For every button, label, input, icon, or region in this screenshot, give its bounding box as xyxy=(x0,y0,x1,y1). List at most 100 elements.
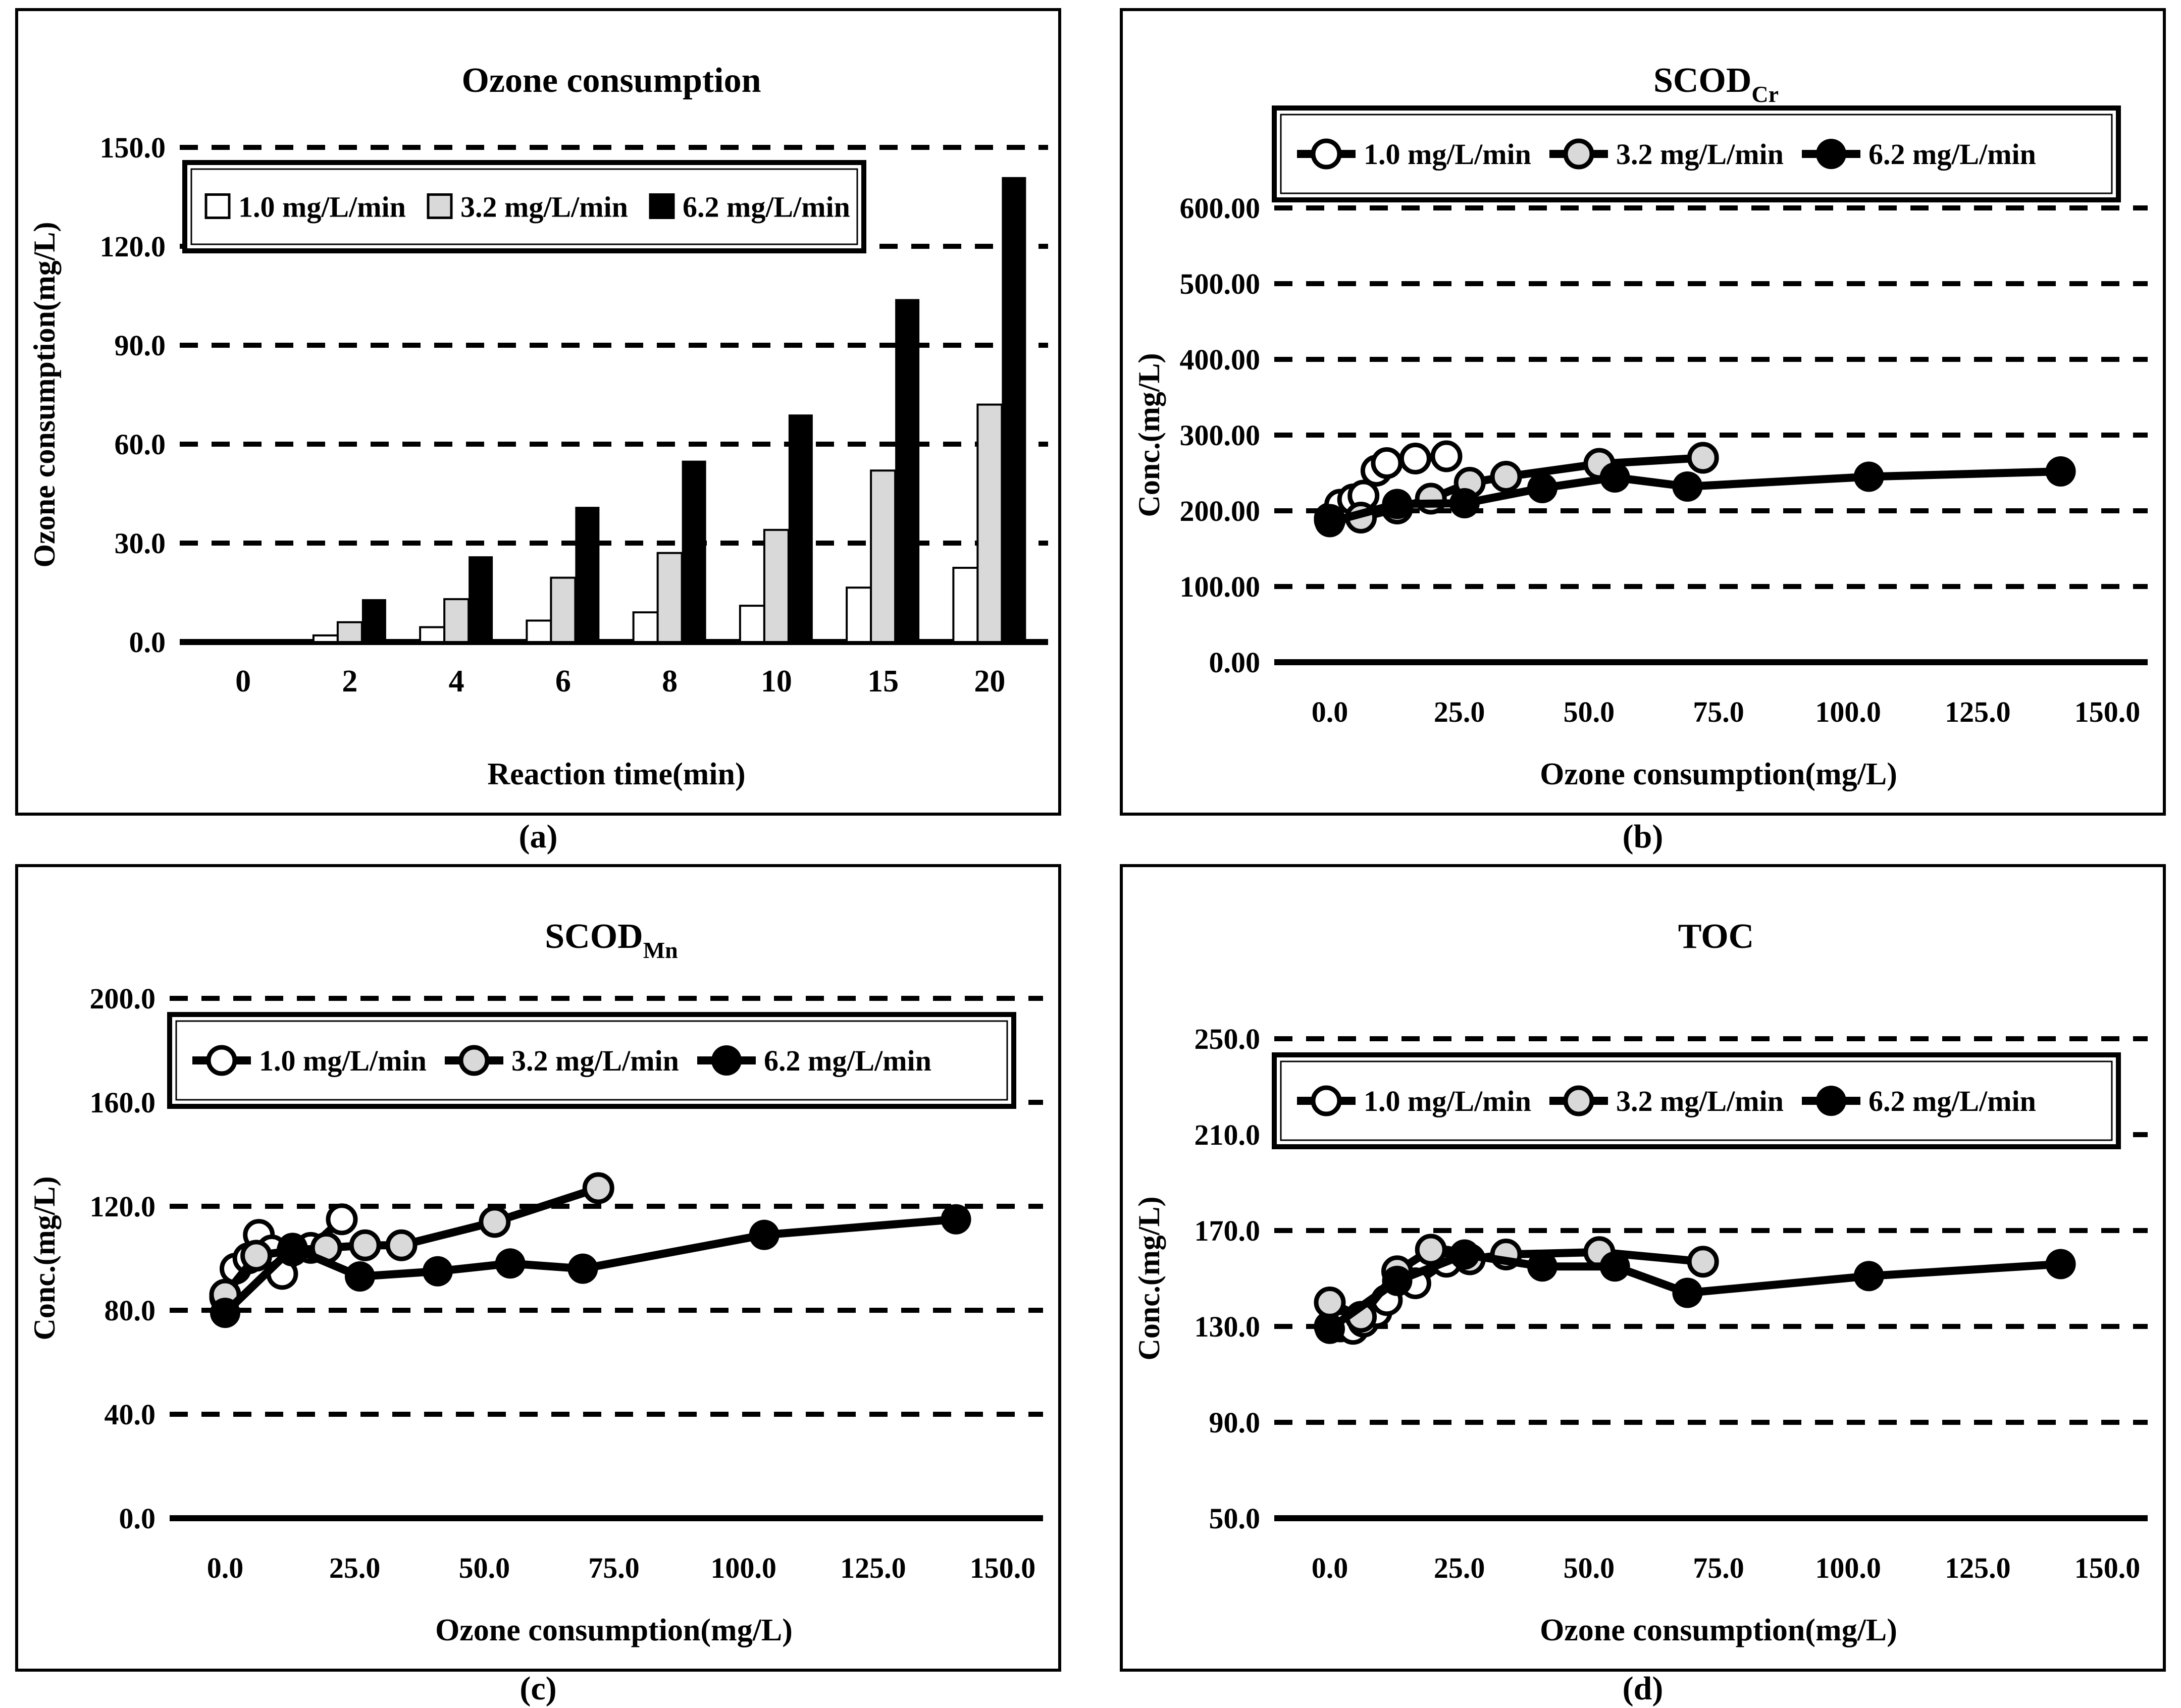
bar-series2-cat5 xyxy=(788,414,813,642)
svg-text:TOC: TOC xyxy=(1678,917,1754,956)
svg-text:100.0: 100.0 xyxy=(1815,696,1881,728)
svg-text:0.0: 0.0 xyxy=(1312,1552,1348,1584)
svg-text:200.00: 200.00 xyxy=(1180,495,1261,527)
bar-series2-cat7 xyxy=(1002,177,1026,642)
marker-s2-p5 xyxy=(1672,471,1703,502)
svg-text:3.2 mg/L/min: 3.2 mg/L/min xyxy=(1616,138,1784,171)
svg-text:3.2 mg/L/min: 3.2 mg/L/min xyxy=(1616,1085,1784,1117)
bar-series1-cat6 xyxy=(870,469,897,643)
svg-text:1.0 mg/L/min: 1.0 mg/L/min xyxy=(259,1044,427,1077)
marker-s2-p7 xyxy=(2045,1249,2076,1279)
svg-text:25.0: 25.0 xyxy=(329,1552,381,1584)
marker-s1-p0 xyxy=(1314,1287,1346,1318)
marker-s0-p7 xyxy=(326,1203,358,1236)
svg-text:6.2 mg/L/min: 6.2 mg/L/min xyxy=(683,191,850,224)
svg-text:150.0: 150.0 xyxy=(2074,1552,2141,1584)
svg-text:75.0: 75.0 xyxy=(588,1552,640,1584)
svg-text:250.0: 250.0 xyxy=(1195,1023,1261,1055)
svg-text:50.0: 50.0 xyxy=(1564,1552,1615,1584)
marker-s2-p2 xyxy=(1449,488,1480,518)
legend-marker-2 xyxy=(1816,1086,1846,1116)
svg-text:3.2 mg/L/min: 3.2 mg/L/min xyxy=(511,1044,679,1077)
svg-text:125.0: 125.0 xyxy=(1945,696,2011,728)
marker-s1-p5 xyxy=(1490,461,1522,493)
svg-text:170.0: 170.0 xyxy=(1195,1214,1261,1247)
svg-text:6.2 mg/L/min: 6.2 mg/L/min xyxy=(1868,138,2036,171)
svg-text:60.0: 60.0 xyxy=(115,428,166,461)
svg-text:Conc.(mg/L): Conc.(mg/L) xyxy=(1132,353,1166,517)
svg-text:0.0: 0.0 xyxy=(1312,696,1348,728)
bar-series1-cat7 xyxy=(976,403,1003,643)
svg-text:Ozone consumption(mg/L): Ozone consumption(mg/L) xyxy=(1540,757,1897,791)
bar-series2-cat2 xyxy=(469,556,493,642)
marker-s0-p5 xyxy=(1371,447,1403,479)
bar-series0-cat2 xyxy=(419,626,446,643)
legend-swatch-2 xyxy=(649,193,675,219)
svg-text:1.0 mg/L/min: 1.0 mg/L/min xyxy=(1364,138,1531,171)
bar-series0-cat3 xyxy=(526,619,552,643)
marker-s2-p1 xyxy=(277,1233,308,1263)
caption-a: (a) xyxy=(518,818,558,855)
svg-text:20: 20 xyxy=(974,664,1005,699)
marker-s2-p3 xyxy=(422,1256,453,1287)
svg-text:SCODCr: SCODCr xyxy=(1653,61,1779,107)
svg-text:Ozone consumption(mg/L): Ozone consumption(mg/L) xyxy=(435,1613,793,1647)
bar-series2-cat3 xyxy=(575,507,600,642)
marker-s1-p5 xyxy=(385,1229,418,1261)
caption-b: (b) xyxy=(1622,818,1664,855)
panel-scod-mn: SCODMn 0.0 40.0 80.0 120.0 160.0 200.0 Conc.(mg… xyxy=(15,864,1061,1672)
caption-d: (d) xyxy=(1622,1670,1664,1707)
legend-swatch-1 xyxy=(427,193,453,219)
marker-s2-p6 xyxy=(1853,1261,1884,1292)
svg-text:100.0: 100.0 xyxy=(710,1552,776,1584)
bar-series0-cat7 xyxy=(952,567,979,643)
marker-s2-p3 xyxy=(1527,1251,1557,1282)
svg-text:100.00: 100.00 xyxy=(1180,570,1261,603)
svg-text:150.0: 150.0 xyxy=(970,1552,1036,1584)
legend-marker-1 xyxy=(1563,1085,1594,1116)
svg-text:50.0: 50.0 xyxy=(1564,696,1615,728)
svg-text:2: 2 xyxy=(342,664,357,699)
panel-ozone-consumption: Ozone consumption 0.0 30.0 60.0 90.0 120.0 150… xyxy=(15,8,1061,816)
bar-series2-cat4 xyxy=(682,460,706,642)
svg-text:4: 4 xyxy=(449,664,464,699)
svg-text:Ozone consumption(mg/L): Ozone consumption(mg/L) xyxy=(1540,1613,1897,1647)
scod-mn-line-chart: SCODMn 0.0 40.0 80.0 120.0 160.0 200.0 Conc.(mg… xyxy=(28,917,1043,1647)
bar-series1-cat3 xyxy=(550,576,577,643)
marker-s1-p7 xyxy=(582,1172,614,1204)
svg-text:30.0: 30.0 xyxy=(115,527,166,560)
caption-c: (c) xyxy=(520,1670,557,1707)
legend-marker-0 xyxy=(1311,138,1342,170)
svg-text:6.2 mg/L/min: 6.2 mg/L/min xyxy=(764,1044,931,1077)
marker-s2-p5 xyxy=(1672,1277,1703,1308)
svg-text:SCODMn: SCODMn xyxy=(545,917,678,963)
bar-series0-cat4 xyxy=(632,611,659,643)
svg-text:8: 8 xyxy=(662,664,678,699)
legend-marker-0 xyxy=(1311,1085,1342,1116)
svg-text:75.0: 75.0 xyxy=(1693,696,1744,728)
bar-series1-cat4 xyxy=(656,552,683,643)
svg-text:125.0: 125.0 xyxy=(1945,1552,2011,1584)
marker-s2-p2 xyxy=(1449,1239,1480,1270)
toc-line-chart: TOC 50.0 90.0 130.0 170.0 210.0 250.0 Conc.(mg/… xyxy=(1132,917,2148,1647)
svg-text:Conc.(mg/L): Conc.(mg/L) xyxy=(1132,1197,1166,1361)
svg-text:160.0: 160.0 xyxy=(90,1086,156,1119)
svg-text:90.0: 90.0 xyxy=(115,329,166,362)
marker-s2-p1 xyxy=(1382,1265,1413,1296)
ozone-consumption-bar-chart: Ozone consumption0.030.060.090.0120.0150… xyxy=(28,61,1048,791)
svg-text:1.0 mg/L/min: 1.0 mg/L/min xyxy=(1364,1085,1531,1117)
svg-text:50.0: 50.0 xyxy=(459,1552,510,1584)
svg-text:1.0 mg/L/min: 1.0 mg/L/min xyxy=(238,191,406,224)
marker-s2-p7 xyxy=(2045,456,2076,487)
legend-marker-1 xyxy=(458,1045,490,1076)
svg-text:0.0: 0.0 xyxy=(119,1502,156,1535)
svg-text:200.0: 200.0 xyxy=(90,982,156,1015)
marker-s2-p6 xyxy=(1853,461,1884,492)
marker-s0-p7 xyxy=(1430,440,1463,472)
svg-text:0: 0 xyxy=(235,664,251,699)
svg-text:Reaction time(min): Reaction time(min) xyxy=(487,757,745,791)
panel-toc: TOC 50.0 90.0 130.0 170.0 210.0 250.0 Conc.(mg/… xyxy=(1120,864,2166,1672)
svg-text:3.2 mg/L/min: 3.2 mg/L/min xyxy=(460,191,628,224)
svg-text:300.00: 300.00 xyxy=(1180,419,1261,452)
marker-s2-p0 xyxy=(1315,507,1345,538)
